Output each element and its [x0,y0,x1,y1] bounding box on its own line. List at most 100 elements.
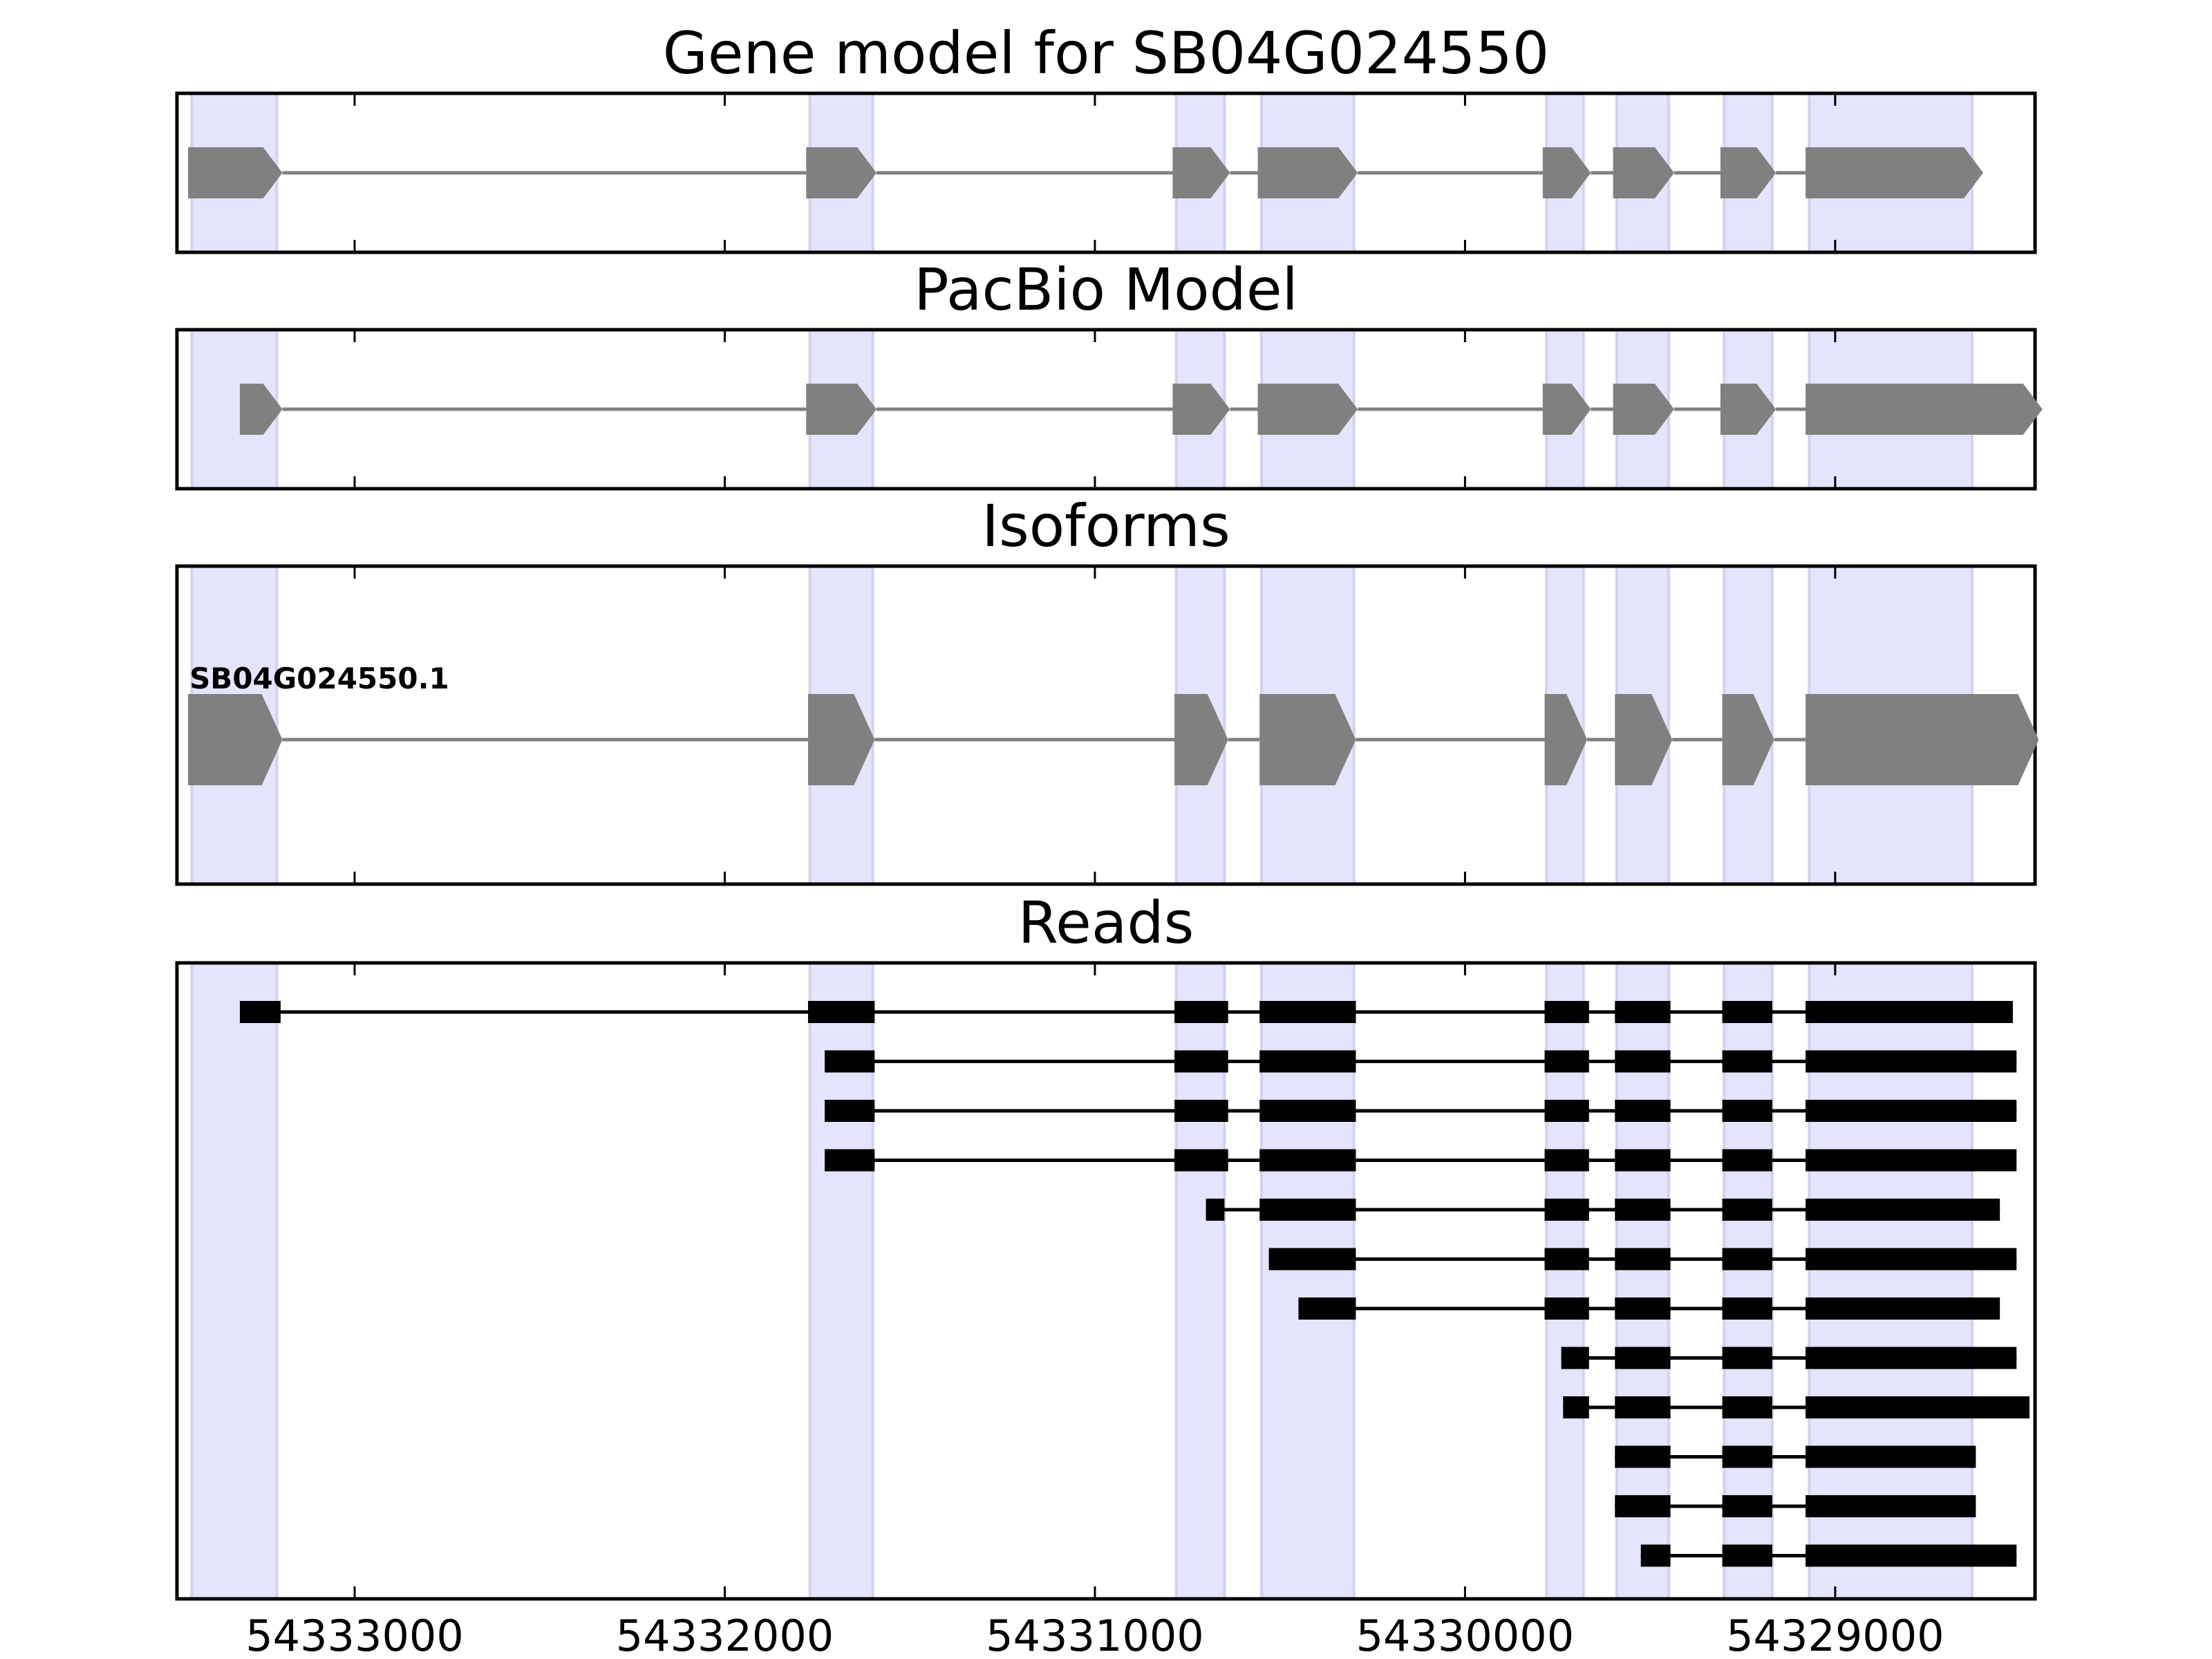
read-block [1640,1544,1671,1567]
read-block [1544,1199,1589,1221]
read-block [1615,1248,1671,1271]
read-block [1722,1445,1772,1468]
read-block [825,1050,875,1073]
exon-arrow [1542,147,1591,198]
read-block [1174,1149,1228,1172]
pacbio-model-title: PacBio Model [914,256,1298,324]
read-block [1806,1149,2017,1172]
read-block [1174,1100,1228,1122]
exon-arrow [1542,384,1591,435]
read-block [1722,1396,1772,1418]
read-block [1174,1050,1228,1073]
read-block [1722,1248,1772,1271]
read-block [1806,1495,1976,1517]
x-tick-label: 54329000 [1726,1611,1944,1659]
gene-model-panel [175,91,2037,254]
read-block [1806,1445,1976,1468]
isoform-label: SB04G024550.1 [189,662,449,695]
read-block [240,1001,281,1023]
read-block [1259,1149,1356,1172]
pacbio-model-panel [175,328,2043,491]
x-tick-label: 54330000 [1356,1611,1575,1659]
gene-model-title: Gene model for SB04G024550 [663,19,1549,87]
read-block [1206,1199,1225,1221]
read-block [1615,1297,1671,1320]
read-block [825,1149,875,1172]
read-block [1544,1149,1589,1172]
exon-arrow [188,147,283,198]
exon-arrow [188,694,283,785]
read-block [807,1001,875,1023]
read-block [1259,1050,1356,1073]
exon-arrow [1174,694,1228,785]
read-block [1615,1001,1671,1023]
exon-arrow [806,147,877,198]
read-block [1722,1495,1772,1517]
read-block [1544,1248,1589,1271]
read-block [1544,1001,1589,1023]
exon-arrow [1613,384,1674,435]
read-block [1806,1100,2017,1122]
isoforms-panel: SB04G024550.1 [175,564,2039,886]
reads-panel [175,961,2037,1601]
panel-frame [175,564,2037,886]
read-block [1806,1001,2013,1023]
x-tick-label: 54332000 [616,1611,834,1659]
exon-arrow [806,384,877,435]
read-block [1544,1050,1589,1073]
x-axis-tick-labels: 54333000 54332000 54331000 54330000 54329000 [245,1611,1944,1659]
read-block [1615,1445,1671,1468]
exon-arrow [1544,694,1588,785]
read-block [1544,1297,1589,1320]
reads-title: Reads [1018,889,1194,957]
exon-arrow [1722,694,1774,785]
exon-arrow [1615,694,1673,785]
exon-arrow [1720,384,1777,435]
exon-arrow [1257,147,1358,198]
read-block [1806,1248,2017,1271]
panel-frame [175,91,2037,254]
read-block [1722,1347,1772,1369]
panel-frame [175,961,2037,1601]
x-tick-label: 54333000 [245,1611,464,1659]
exon-arrow [1172,384,1230,435]
read-block [1806,1396,2030,1418]
read-block [1722,1297,1772,1320]
read-block [1722,1100,1772,1122]
exon-arrow [1720,147,1777,198]
read-block [1615,1347,1671,1369]
read-block [1806,1050,2017,1073]
exon-arrow [1613,147,1674,198]
read-block [1259,1199,1356,1221]
read-block [1722,1001,1772,1023]
exon-arrow [1806,694,2039,785]
exon-arrow [240,384,283,435]
read-block [1615,1149,1671,1172]
read-block [1615,1050,1671,1073]
exon-arrow [1257,384,1358,435]
read-block [1806,1297,2000,1320]
read-block [1722,1199,1772,1221]
exon-arrow [1806,147,1984,198]
isoforms-title: Isoforms [982,492,1230,560]
read-block [1268,1248,1356,1271]
exon-arrow [1172,147,1230,198]
read-block [1298,1297,1356,1320]
exon-arrow [1259,694,1356,785]
read-block [1615,1199,1671,1221]
read-block [1806,1347,2017,1369]
x-tick-label: 54331000 [986,1611,1204,1659]
read-block [1563,1396,1589,1418]
exon-band [190,962,279,1600]
read-block [1174,1001,1228,1023]
read-block [825,1100,875,1122]
read-block [1615,1495,1671,1517]
read-block [1259,1100,1356,1122]
read-block [1806,1544,2017,1567]
read-block [1259,1001,1356,1023]
read-block [1615,1100,1671,1122]
read-block [1722,1050,1772,1073]
read-block [1722,1149,1772,1172]
exon-arrow [1806,384,2043,435]
